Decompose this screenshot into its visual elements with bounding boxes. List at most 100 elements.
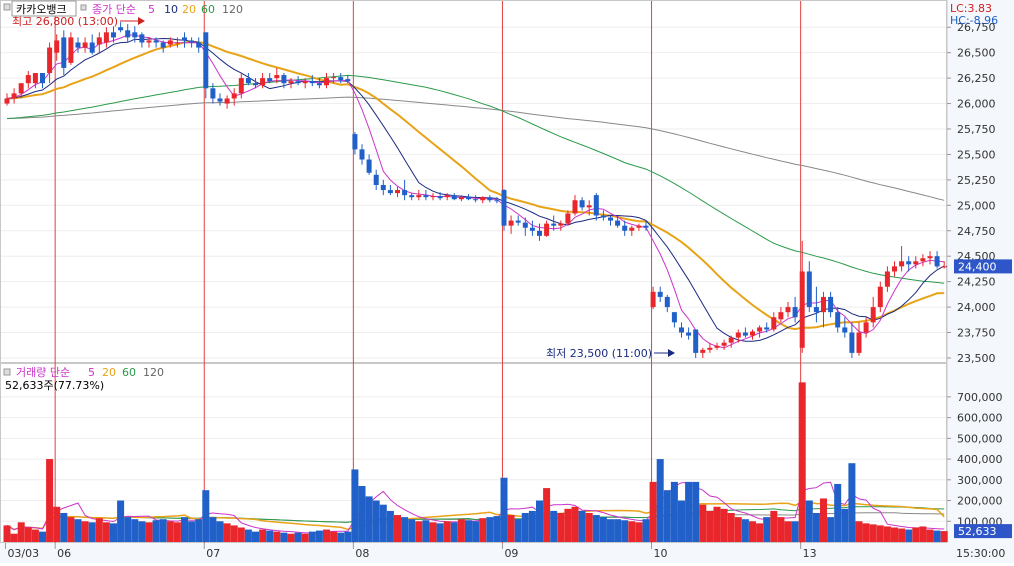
price-tick-label: 23,500 (957, 352, 996, 365)
volume-bar (699, 504, 707, 542)
candle-body (260, 78, 266, 86)
price-axis-area[interactable] (947, 0, 1014, 563)
candle-body (821, 296, 826, 313)
volume-bar (812, 512, 820, 542)
volume-bar (727, 512, 735, 542)
volume-bar (379, 504, 387, 542)
volume-bar (95, 518, 103, 542)
candle-body (203, 32, 209, 89)
volume-bar (820, 498, 827, 542)
candle-body (18, 83, 24, 94)
candle-body (224, 98, 230, 104)
volume-bar (88, 522, 96, 542)
candle-body (742, 332, 748, 336)
time-tick-label: 10 (654, 547, 668, 560)
ma60-line (6, 74, 945, 284)
time-axis-area[interactable] (0, 543, 947, 563)
low-annotation: 최저 23,500 (11:00) (546, 347, 652, 360)
price-tick-label: 25,000 (957, 199, 996, 212)
volume-bar (720, 508, 728, 542)
candle-body (515, 220, 521, 223)
vma60-legend[interactable]: 60 (122, 366, 136, 379)
volume-bar (301, 533, 309, 542)
ma60-legend[interactable]: 60 (201, 3, 215, 16)
volume-bar (550, 510, 558, 542)
time-tick-label: 08 (355, 547, 369, 560)
symbol-box[interactable] (11, 0, 77, 17)
candle-body (537, 230, 542, 236)
price-tick-label: 25,250 (957, 174, 996, 187)
candle-body (89, 42, 95, 53)
candle-body (941, 266, 947, 268)
price-panel-collapse-icon[interactable] (3, 3, 11, 11)
vma5-legend[interactable]: 5 (88, 366, 95, 379)
candle-body (757, 327, 763, 332)
candle-body (40, 73, 45, 84)
volume-bar (678, 500, 685, 542)
volume-bar (145, 522, 153, 542)
volume-bar (124, 517, 132, 542)
candle-body (182, 37, 187, 41)
volume-bar (252, 531, 259, 542)
volume-bar (599, 517, 607, 542)
candle-body (671, 312, 677, 323)
volume-bar (635, 522, 643, 542)
candle-body (593, 195, 599, 216)
volume-bar (394, 515, 401, 542)
volume-bar (330, 531, 338, 542)
volume-bar (685, 481, 693, 542)
candle-body (167, 40, 173, 45)
volume-bar (692, 481, 700, 542)
candle-body (877, 286, 883, 308)
volume-bar (592, 515, 600, 542)
volume-panel-frame (0, 363, 947, 543)
volume-legend-label[interactable]: 거래량 단순 (16, 366, 70, 379)
candle-body (139, 34, 145, 43)
volume-bar (202, 490, 210, 542)
ma5-legend[interactable]: 5 (148, 3, 155, 16)
vma120-legend[interactable]: 120 (143, 366, 164, 379)
volume-panel-collapse-icon[interactable] (3, 368, 11, 376)
volume-bar (266, 530, 274, 542)
ma120-legend[interactable]: 120 (222, 3, 243, 16)
candle-body (529, 227, 535, 231)
volume-bar (713, 506, 721, 542)
candle-body (324, 78, 329, 86)
volume-bar (656, 459, 664, 542)
candle-body (281, 75, 287, 84)
ma-legend-label[interactable]: 종가 단순 (92, 3, 136, 16)
current-price-label: 24,400 (958, 260, 997, 273)
candle-body (856, 332, 862, 353)
volume-bar (81, 521, 89, 542)
volume-bar (621, 520, 629, 542)
candle-body (345, 79, 351, 82)
volume-tick-label: 400,000 (957, 453, 1003, 466)
candle-body (544, 223, 550, 236)
candle-body (792, 307, 798, 318)
price-tick-label: 26,500 (957, 47, 996, 60)
candle-body (494, 200, 500, 202)
volume-bar (607, 519, 614, 542)
volume-bar (209, 517, 217, 542)
candle-body (828, 296, 834, 313)
volume-bar (571, 506, 579, 542)
ma20-legend[interactable]: 20 (182, 3, 196, 16)
vma20-legend[interactable]: 20 (102, 366, 116, 379)
candle-body (153, 40, 159, 43)
ma10-legend[interactable]: 10 (164, 3, 178, 16)
volume-bar (46, 459, 54, 542)
time-tick-label: 09 (504, 547, 518, 560)
volume-bar (401, 517, 409, 542)
candle-body (359, 149, 365, 160)
candle-body (700, 349, 706, 353)
volume-ma20-line (6, 500, 945, 531)
volume-bar (536, 500, 543, 542)
volume-bar (585, 512, 593, 542)
candle-body (196, 42, 202, 48)
volume-bar (543, 488, 551, 542)
low-arrowhead-icon (668, 349, 675, 357)
volume-bar (323, 529, 330, 542)
volume-bar (855, 521, 863, 542)
